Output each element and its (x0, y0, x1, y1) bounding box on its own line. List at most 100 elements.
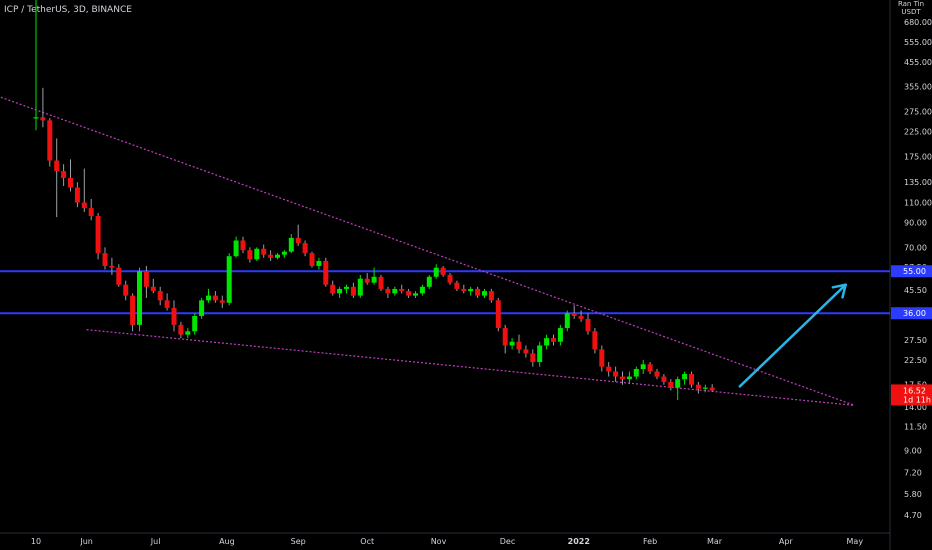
candle-up (199, 300, 205, 317)
candle-down (440, 267, 446, 275)
y-tick-label: 14.00 (904, 403, 927, 412)
y-tick-label: 135.00 (904, 178, 932, 187)
last-price-value: 16.52 (903, 386, 926, 395)
candle-down (495, 300, 501, 329)
candle-up (316, 260, 322, 266)
candle-down (488, 291, 494, 301)
candle-up (468, 288, 474, 292)
candle-down (613, 371, 619, 377)
candle-down (475, 288, 481, 296)
candle-down (302, 243, 308, 254)
candle-up (537, 345, 543, 363)
candle-down (68, 177, 73, 188)
x-tick-label: Apr (779, 537, 794, 546)
candle-down (330, 284, 336, 294)
candle-up (640, 364, 646, 370)
projection-arrow-shaft[interactable] (738, 283, 847, 388)
x-tick-label: Aug (219, 537, 235, 546)
y-tick-label: 11.50 (904, 422, 927, 431)
candle-down (178, 324, 184, 335)
x-tick-label: May (847, 537, 864, 546)
candle-down (654, 371, 660, 377)
x-tick-label: Mar (707, 537, 723, 546)
price-scale-unit-line1: Ran Tin (898, 0, 924, 8)
projection-arrow-head[interactable] (831, 283, 847, 289)
candle-up (233, 240, 239, 257)
x-tick-label: Sep (291, 537, 306, 546)
y-tick-label: 9.00 (904, 447, 922, 456)
y-tick-label: 5.80 (904, 490, 922, 499)
projection-arrow-head[interactable] (841, 283, 847, 299)
candle-up (433, 267, 439, 277)
candle-up (357, 278, 363, 296)
candle-up (419, 286, 425, 294)
y-tick-label: 70.00 (904, 243, 927, 252)
candle-down (157, 291, 163, 301)
candle-down (47, 120, 53, 161)
candle-up (371, 276, 377, 283)
candle-up (675, 379, 681, 388)
candle-down (502, 328, 508, 346)
candle-up (281, 251, 287, 255)
y-tick-label: 680.00 (904, 18, 932, 27)
candle-down (61, 171, 67, 178)
candle-down (74, 187, 80, 203)
y-tick-label: 90.00 (904, 218, 927, 227)
candle-up (413, 293, 418, 296)
candle-up (254, 248, 260, 260)
price-scale-unit-line2: USDT (901, 8, 921, 16)
candle-down (350, 286, 356, 296)
candle-down (102, 253, 108, 266)
candle-up (288, 237, 294, 252)
candle-down (689, 373, 694, 385)
candle-down (116, 267, 122, 285)
candle-up (426, 276, 432, 287)
candle-down (219, 300, 225, 303)
candle-down (130, 295, 136, 325)
candle-up (544, 338, 550, 346)
candle-down (109, 265, 115, 268)
candle-down (585, 318, 591, 332)
y-tick-label: 275.00 (904, 108, 932, 117)
candle-up (633, 369, 639, 377)
candle-down (123, 284, 129, 296)
candle-up (226, 256, 232, 303)
candle-down (247, 250, 253, 260)
y-tick-label: 27.50 (904, 336, 927, 345)
candle-down (606, 366, 612, 372)
trendline[interactable] (86, 329, 855, 407)
candle-down (81, 202, 87, 209)
candle-down (54, 160, 60, 172)
candle-down (143, 271, 149, 287)
level-price-tag (891, 307, 932, 320)
plot-area[interactable] (0, 0, 890, 407)
candle-up (392, 288, 398, 294)
level-price-tag (891, 265, 932, 278)
candle-up (337, 288, 343, 294)
candle-up (557, 328, 563, 342)
candle-down (295, 237, 301, 244)
candle-up (626, 376, 632, 380)
y-tick-label: 45.50 (904, 286, 927, 295)
candle-up (509, 341, 515, 346)
y-tick-label: 7.20 (904, 469, 922, 478)
candle-up (206, 295, 211, 301)
candle-down (523, 349, 529, 354)
x-tick-label: Feb (643, 537, 657, 546)
candle-down (88, 208, 94, 217)
candle-down (40, 117, 46, 121)
trendline[interactable] (0, 85, 856, 406)
candle-down (95, 216, 101, 254)
candle-up (192, 316, 198, 332)
candle-up (564, 313, 570, 329)
x-tick-label: Jun (79, 537, 93, 546)
candle-down (516, 341, 522, 350)
candle-down (454, 282, 460, 289)
candle-down (592, 331, 598, 350)
level-price-tag-text: 55.00 (903, 267, 926, 276)
x-tick-label: Dec (500, 537, 515, 546)
candle-up (482, 291, 487, 296)
x-tick-label: Nov (431, 537, 447, 546)
x-tick-label: Jul (150, 537, 161, 546)
